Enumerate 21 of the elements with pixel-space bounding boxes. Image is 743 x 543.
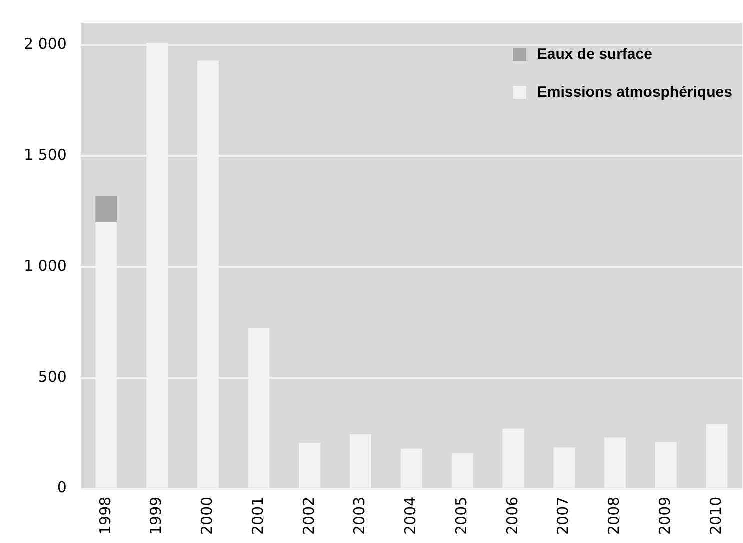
y-tick-label: 1 000 (24, 256, 67, 275)
x-tick-label: 2006 (503, 496, 522, 536)
x-tick-label: 2010 (706, 496, 725, 536)
y-tick-label: 500 (38, 368, 67, 386)
x-tick-label: 2008 (605, 496, 624, 536)
x-tick-label: 2003 (350, 496, 369, 536)
x-tick-label: 2002 (300, 496, 318, 536)
y-tick-label: 0 (57, 478, 67, 497)
legend-label: Eaux de surface (537, 46, 652, 64)
x-tick-label: 2005 (452, 496, 470, 536)
x-tick-label: 2007 (554, 496, 572, 536)
legend-label: Emissions atmosphériques (537, 84, 732, 102)
x-tick-label: 2004 (402, 496, 420, 536)
y-tick-label: 1 500 (24, 146, 67, 164)
x-tick-label: 1998 (96, 496, 114, 536)
x-tick-label: 1999 (147, 496, 166, 536)
x-tick-label: 2001 (248, 496, 267, 536)
y-tick-label: 2 000 (24, 35, 67, 54)
x-tick-label: 2000 (198, 496, 216, 536)
bar (96, 196, 118, 223)
x-tick-label: 2009 (656, 496, 674, 536)
